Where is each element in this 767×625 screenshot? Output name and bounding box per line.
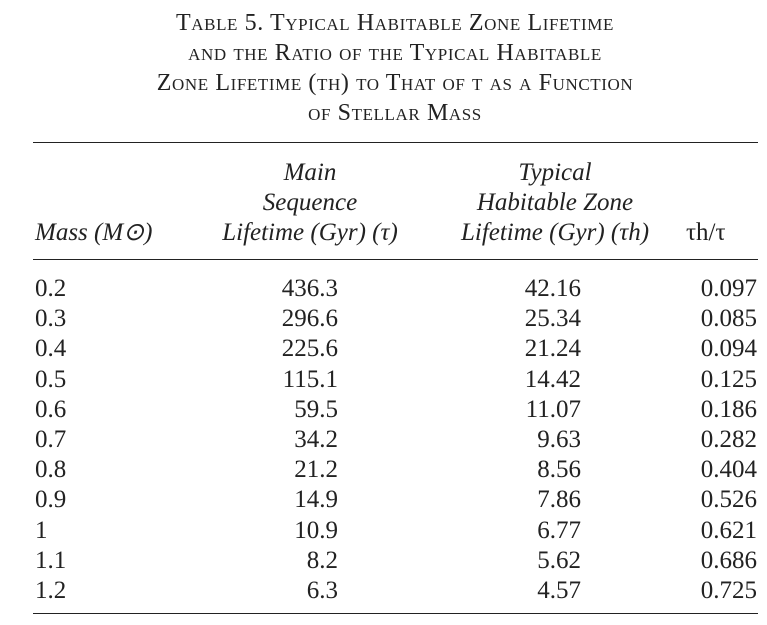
header-hab-line-2: Habitable Zone <box>476 189 634 216</box>
cell-hab-lifetime: 4.57 <box>537 576 581 604</box>
caption-line-1: Table 5. Typical Habitable Zone Lifetime <box>176 10 614 36</box>
header-main-line-2: Sequence <box>262 189 358 216</box>
cell-ratio: 0.621 <box>700 516 757 544</box>
table-row: 0.5 115.1 14.42 0.125 <box>0 365 767 395</box>
cell-main-lifetime: 6.3 <box>306 576 338 604</box>
cell-ratio: 0.097 <box>700 275 757 302</box>
cell-hab-lifetime: 11.07 <box>525 395 581 423</box>
cell-mass: 0.3 <box>35 305 67 333</box>
cell-main-lifetime: 8.2 <box>306 546 338 574</box>
cell-mass: 0.9 <box>35 486 67 514</box>
cell-ratio: 0.725 <box>700 576 757 604</box>
cell-ratio: 0.125 <box>700 365 757 393</box>
cell-mass: 0.2 <box>35 275 67 302</box>
top-rule <box>33 142 758 143</box>
header-habitable-zone-lifetime: Typical Habitable Zone Lifetime (Gyr) (τ… <box>420 158 690 248</box>
header-rule <box>33 259 758 260</box>
cell-ratio: 0.094 <box>700 335 757 363</box>
table-row: 0.2 436.3 42.16 0.097 <box>0 274 767 304</box>
header-ratio-label: τh/τ <box>686 219 726 246</box>
cell-ratio: 0.404 <box>700 456 757 484</box>
cell-mass: 1 <box>35 516 48 544</box>
table-row: 0.4 225.6 21.24 0.094 <box>0 334 767 364</box>
cell-mass: 1.2 <box>35 576 67 604</box>
cell-main-lifetime: 10.9 <box>294 516 338 544</box>
cell-hab-lifetime: 6.77 <box>537 516 581 544</box>
cell-mass: 0.8 <box>35 456 67 484</box>
cell-main-lifetime: 14.9 <box>294 486 338 514</box>
cell-mass: 0.7 <box>35 425 67 453</box>
cell-ratio: 0.085 <box>700 305 757 333</box>
cell-hab-lifetime: 14.42 <box>524 365 581 393</box>
cell-main-lifetime: 225.6 <box>281 335 338 363</box>
cell-ratio: 0.282 <box>700 425 757 453</box>
cell-mass: 0.4 <box>35 335 67 363</box>
table-caption: Table 5. Typical Habitable Zone Lifetime… <box>0 8 767 128</box>
cell-main-lifetime: 21.2 <box>294 456 338 484</box>
cell-mass: 1.1 <box>35 546 67 574</box>
table-body: 0.2 436.3 42.16 0.097 0.3 296.6 25.34 0.… <box>0 274 767 606</box>
header-mass-label: Mass (M⊙) <box>35 219 153 246</box>
header-ratio: τh/τ <box>686 218 726 248</box>
table-row: 0.9 14.9 7.86 0.526 <box>0 485 767 515</box>
cell-hab-lifetime: 5.62 <box>537 546 581 574</box>
table-row: 0.8 21.2 8.56 0.404 <box>0 455 767 485</box>
cell-mass: 0.5 <box>35 365 67 393</box>
cell-main-lifetime: 296.6 <box>281 305 338 333</box>
cell-main-lifetime: 115.1 <box>282 365 338 393</box>
header-hab-line-3: Lifetime (Gyr) (τh) <box>460 219 650 246</box>
table-row: 1.1 8.2 5.62 0.686 <box>0 546 767 576</box>
table-row: 1.2 6.3 4.57 0.725 <box>0 576 767 606</box>
caption-line-4: of Stellar Mass <box>308 100 482 126</box>
table-row: 0.7 34.2 9.63 0.282 <box>0 425 767 455</box>
cell-hab-lifetime: 7.86 <box>537 486 581 514</box>
cell-ratio: 0.686 <box>700 546 757 574</box>
cell-hab-lifetime: 42.16 <box>524 275 581 302</box>
cell-hab-lifetime: 9.63 <box>537 425 581 453</box>
table-row: 0.3 296.6 25.34 0.085 <box>0 304 767 334</box>
caption-line-2: and the Ratio of the Typical Habitable <box>188 40 602 66</box>
table-row: 0.6 59.5 11.07 0.186 <box>0 395 767 425</box>
header-hab-line-1: Typical <box>518 159 592 186</box>
cell-main-lifetime: 436.3 <box>281 275 338 302</box>
bottom-rule <box>33 613 758 614</box>
table-row: 1 10.9 6.77 0.621 <box>0 516 767 546</box>
cell-ratio: 0.186 <box>700 395 757 423</box>
header-mass: Mass (M⊙) <box>35 218 152 248</box>
header-main-sequence-lifetime: Main Sequence Lifetime (Gyr) (τ) <box>210 158 410 248</box>
cell-hab-lifetime: 21.24 <box>524 335 581 363</box>
header-main-line-1: Main <box>283 159 337 186</box>
cell-mass: 0.6 <box>35 395 67 423</box>
cell-ratio: 0.526 <box>700 486 757 514</box>
caption-line-3: Zone Lifetime (τh) to That of τ as a Fun… <box>156 70 634 96</box>
cell-hab-lifetime: 8.56 <box>537 456 581 484</box>
cell-main-lifetime: 59.5 <box>294 395 338 423</box>
header-main-line-3: Lifetime (Gyr) (τ) <box>222 219 398 246</box>
cell-main-lifetime: 34.2 <box>294 425 338 453</box>
cell-hab-lifetime: 25.34 <box>524 305 581 333</box>
